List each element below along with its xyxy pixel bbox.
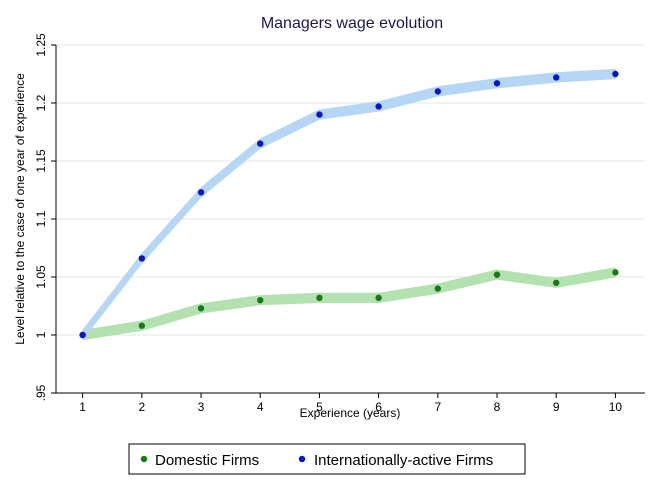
x-axis-title: Experience (years) — [300, 406, 401, 420]
data-point-series-1 — [375, 103, 382, 110]
x-tick-label: 6 — [375, 400, 382, 414]
y-tick-label: 1.15 — [34, 149, 48, 173]
data-point-series-1 — [493, 80, 501, 87]
x-tick-label: 4 — [257, 400, 264, 414]
confidence-bands — [82, 68, 616, 341]
data-point-series-1 — [138, 255, 146, 262]
data-point-series-1 — [434, 88, 442, 95]
y-axis-ticks: .95 1 1.05 1.1 1.15 1.2 1.25 — [34, 33, 56, 401]
y-tick-label: 1.2 — [34, 94, 48, 111]
data-point-series-0 — [612, 269, 619, 276]
legend-marker-domestic — [140, 455, 148, 463]
y-tick-label: 1 — [34, 331, 48, 338]
x-tick-label: 7 — [434, 400, 441, 414]
data-point-series-0 — [493, 271, 501, 278]
data-point-series-0 — [138, 322, 146, 329]
gridlines — [56, 44, 645, 394]
x-tick-label: 5 — [316, 400, 323, 414]
data-point-series-0 — [257, 297, 264, 304]
data-point-series-0 — [434, 285, 442, 292]
x-tick-label: 2 — [138, 400, 145, 414]
series-band-1 — [82, 68, 616, 341]
x-tick-label: 1 — [79, 400, 86, 414]
legend-label-international: Internationally-active Firms — [314, 452, 493, 469]
legend-marker-international — [298, 455, 306, 463]
x-axis-ticks: 1 2 3 4 5 6 7 8 9 10 — [79, 393, 622, 414]
data-point-series-0 — [553, 279, 560, 286]
x-tick-label: 9 — [553, 400, 560, 414]
data-point-series-1 — [612, 70, 619, 78]
data-point-series-1 — [553, 74, 560, 81]
legend: Domestic Firms Internationally-active Fi… — [128, 443, 526, 475]
chart-title: Managers wage evolution — [261, 15, 443, 32]
data-point-series-0 — [375, 294, 382, 302]
data-point-series-1 — [79, 331, 86, 339]
x-tick-label: 8 — [494, 400, 501, 414]
data-point-series-1 — [316, 111, 323, 118]
y-tick-label: 1.1 — [34, 210, 48, 227]
y-tick-label: .95 — [34, 384, 48, 401]
x-tick-label: 10 — [609, 400, 623, 414]
y-tick-label: 1.05 — [34, 265, 48, 289]
legend-box — [128, 443, 526, 475]
legend-label-domestic: Domestic Firms — [155, 452, 259, 469]
data-point-series-0 — [197, 305, 205, 312]
data-points — [79, 70, 619, 339]
data-point-series-1 — [257, 140, 264, 147]
data-point-series-0 — [316, 294, 323, 302]
data-point-series-1 — [197, 189, 205, 196]
x-tick-label: 3 — [198, 400, 205, 414]
y-axis-title: Level relative to the case of one year o… — [13, 73, 27, 345]
series-band-0 — [82, 267, 616, 341]
y-tick-label: 1.25 — [34, 33, 48, 57]
